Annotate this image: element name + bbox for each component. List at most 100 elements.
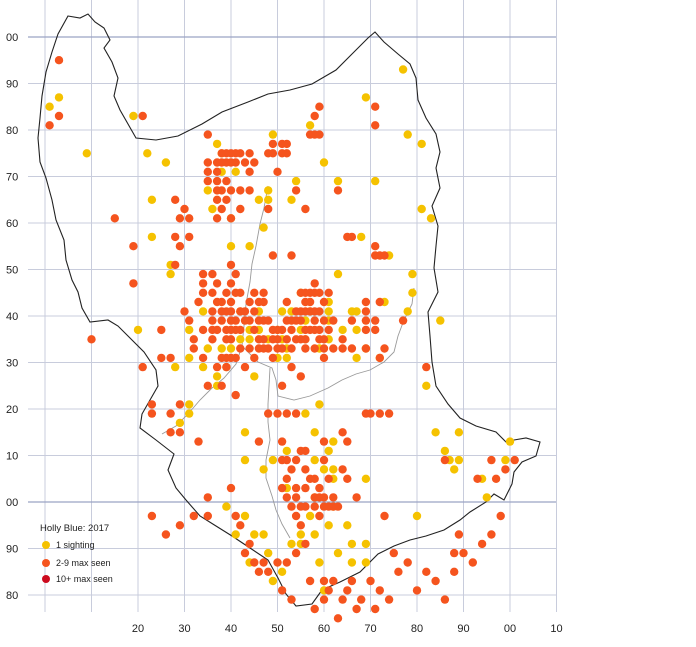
y-tick-label: 90	[6, 79, 18, 91]
sighting-point	[254, 567, 264, 576]
sighting-point	[175, 418, 185, 428]
sighting-point	[157, 353, 166, 363]
sighting-point	[496, 511, 505, 521]
sighting-point	[375, 409, 384, 418]
sighting-point	[319, 465, 329, 474]
sighting-point	[166, 269, 175, 279]
sighting-point	[236, 325, 245, 335]
sighting-point	[510, 455, 519, 465]
sighting-point	[487, 530, 496, 539]
sighting-point	[240, 158, 250, 167]
sighting-point	[501, 455, 510, 465]
sighting-point	[352, 325, 361, 335]
sighting-point	[208, 269, 217, 279]
sighting-point	[296, 316, 305, 325]
sighting-point	[347, 539, 357, 549]
sighting-point	[380, 251, 389, 260]
sighting-point	[394, 567, 403, 576]
sighting-point	[361, 297, 371, 307]
sighting-point	[319, 493, 329, 502]
sighting-point	[319, 437, 329, 446]
sighting-point	[264, 567, 273, 576]
sighting-point	[268, 353, 278, 363]
sighting-point	[319, 595, 329, 604]
y-tick-label: 00	[6, 32, 18, 44]
sighting-point	[310, 344, 319, 353]
sighting-point	[277, 381, 287, 390]
sighting-point	[180, 204, 189, 214]
sighting-point	[403, 130, 412, 139]
sighting-point	[282, 474, 291, 483]
sighting-point	[459, 548, 468, 558]
sighting-point	[338, 465, 347, 474]
sighting-point	[180, 307, 189, 316]
sighting-point	[412, 586, 422, 595]
sighting-point	[250, 353, 259, 363]
sighting-point	[375, 297, 384, 307]
sighting-point	[287, 344, 296, 353]
sighting-point	[198, 288, 208, 297]
sighting-point	[352, 493, 361, 502]
sighting-point	[212, 176, 222, 186]
sighting-point	[454, 428, 464, 437]
sighting-point	[301, 483, 310, 493]
sighting-point	[212, 167, 222, 176]
sighting-point	[185, 232, 194, 242]
sighting-point	[347, 558, 357, 567]
sighting-point	[87, 335, 96, 344]
sighting-point	[375, 353, 384, 363]
sighting-point	[250, 325, 259, 335]
sighting-point	[194, 437, 203, 446]
sighting-point	[54, 93, 64, 102]
sighting-point	[291, 548, 301, 558]
sighting-point	[319, 316, 329, 325]
x-tick-label: 50	[271, 623, 283, 635]
sighting-point	[268, 149, 278, 158]
sighting-point	[329, 344, 338, 353]
sighting-point	[236, 344, 245, 353]
y-tick-label: 70	[6, 172, 18, 184]
sighting-point	[236, 288, 245, 297]
sighting-point	[282, 446, 291, 456]
sighting-point	[282, 139, 291, 149]
sighting-point	[361, 93, 371, 102]
sighting-point	[198, 325, 208, 335]
sighting-point	[371, 176, 380, 186]
sighting-point	[175, 428, 185, 437]
sighting-point	[305, 511, 315, 521]
sighting-point	[287, 595, 296, 604]
sighting-point	[231, 530, 240, 539]
sighting-point	[324, 586, 333, 595]
sighting-point	[450, 465, 459, 474]
sighting-point	[208, 307, 217, 316]
sighting-point	[208, 316, 217, 325]
sighting-point	[319, 353, 329, 363]
sighting-point	[287, 195, 296, 204]
sighting-point	[347, 316, 357, 325]
sighting-point	[277, 325, 287, 335]
sighting-point	[129, 242, 138, 251]
sighting-point	[212, 362, 222, 372]
sighting-point	[384, 409, 394, 418]
sighting-point	[226, 260, 236, 270]
sighting-point	[352, 604, 361, 614]
sighting-point	[338, 325, 347, 335]
sighting-point	[277, 483, 287, 493]
sighting-point	[375, 586, 384, 595]
sighting-point	[301, 344, 310, 353]
sighting-point	[161, 530, 171, 539]
sighting-point	[268, 576, 278, 586]
sighting-point	[245, 242, 254, 251]
sighting-point	[333, 269, 343, 279]
sighting-point	[129, 279, 138, 288]
sighting-point	[217, 297, 226, 307]
sighting-point	[203, 130, 212, 139]
sighting-point	[287, 251, 296, 260]
sighting-point	[389, 548, 398, 558]
sighting-point	[282, 149, 291, 158]
sighting-point	[301, 465, 310, 474]
sighting-point	[171, 232, 180, 242]
sighting-point	[343, 521, 352, 530]
sighting-point	[324, 325, 333, 335]
